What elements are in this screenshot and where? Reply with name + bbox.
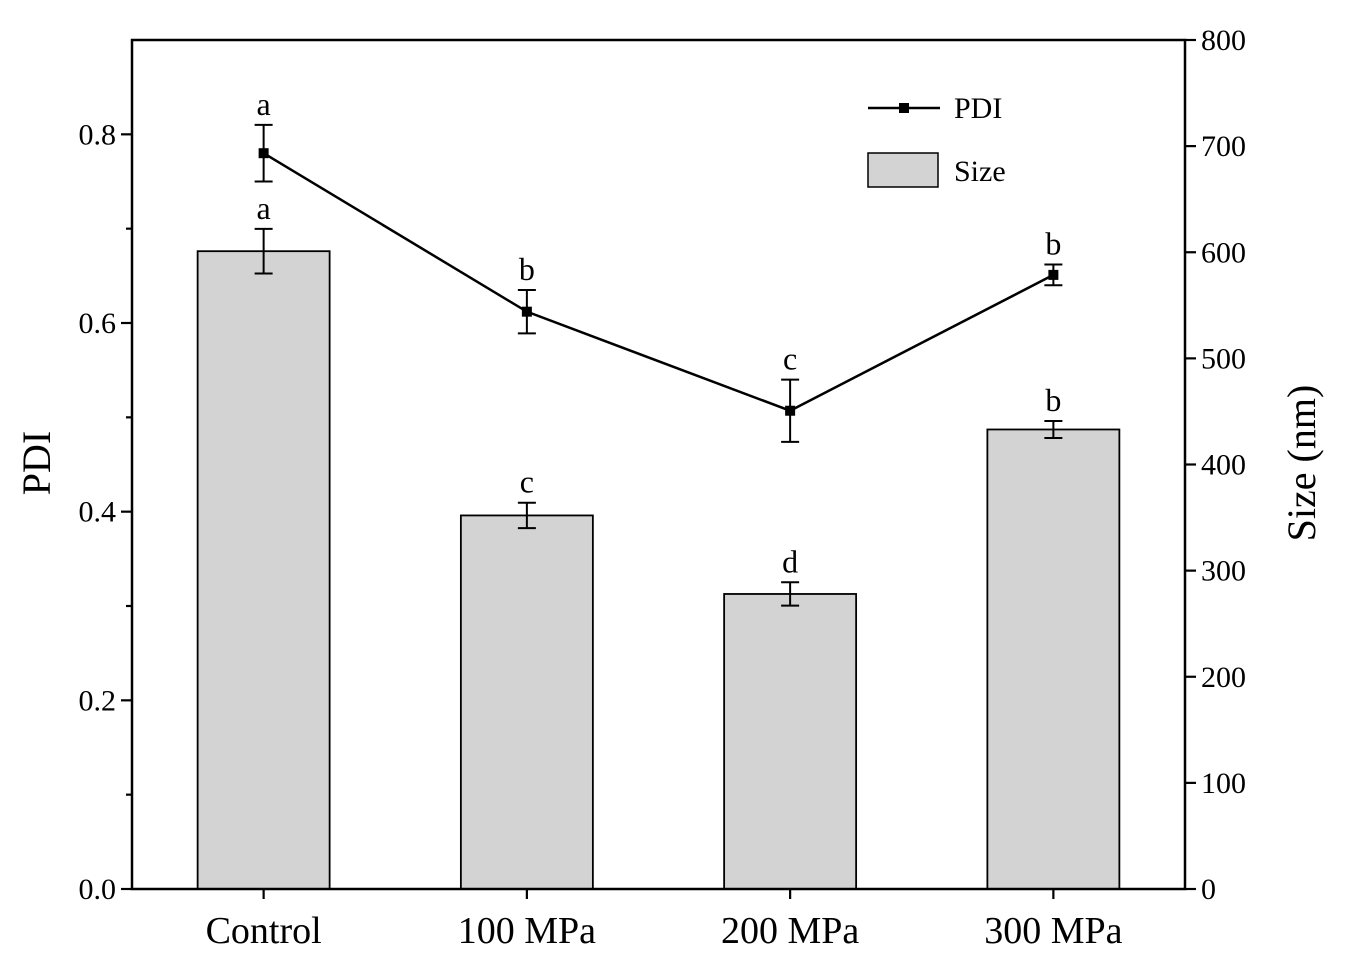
- pdi-point: [258, 148, 269, 159]
- left-axis-tick-label: 0.6: [79, 307, 117, 340]
- legend-size-swatch: [867, 152, 939, 188]
- left-axis-tick-label: 0.8: [79, 118, 117, 151]
- legend: PDI Size: [867, 92, 1006, 188]
- pdi-significance-letter: b: [1045, 226, 1061, 262]
- pdi-point: [1048, 269, 1059, 280]
- significance-letters: a c d b a b c b: [257, 86, 1062, 579]
- x-axis-category-label: 300 MPa: [984, 910, 1122, 952]
- left-axis: 0.0 0.2 0.4 0.6 0.8: [79, 118, 132, 906]
- size-significance-letter: b: [1045, 382, 1061, 418]
- size-bar: [723, 593, 858, 890]
- right-axis-tick-label: 300: [1201, 555, 1246, 588]
- x-axis-category-label: 200 MPa: [721, 910, 859, 952]
- size-significance-letter: c: [520, 464, 534, 500]
- pdi-point: [785, 405, 796, 416]
- right-axis: 0 100 200 300 400 500 600 700 800: [1185, 24, 1246, 906]
- right-axis-tick-label: 400: [1201, 449, 1246, 482]
- x-axis: Control 100 MPa 200 MPa 300 MPa: [206, 889, 1123, 952]
- pdi-significance-letter: c: [783, 341, 797, 377]
- x-axis-category-label: Control: [206, 910, 322, 952]
- right-axis-tick-label: 600: [1201, 236, 1246, 269]
- size-significance-letter: d: [782, 543, 798, 579]
- right-axis-tick-label: 200: [1201, 661, 1246, 694]
- left-axis-tick-label: 0.0: [79, 873, 117, 906]
- x-axis-category-label: 100 MPa: [458, 910, 596, 952]
- size-bar: [459, 514, 594, 890]
- right-axis-tick-label: 700: [1201, 130, 1246, 163]
- legend-size-label: Size: [954, 155, 1006, 188]
- size-significance-letter: a: [257, 190, 271, 226]
- right-axis-tick-label: 800: [1201, 24, 1246, 57]
- left-axis-title: PDI: [14, 431, 59, 495]
- right-axis-tick-label: 0: [1201, 873, 1216, 906]
- pdi-significance-letter: a: [257, 86, 271, 122]
- right-axis-tick-label: 100: [1201, 767, 1246, 800]
- left-axis-tick-label: 0.4: [79, 496, 117, 529]
- left-axis-tick-label: 0.2: [79, 684, 117, 717]
- pdi-line-series: [254, 123, 1063, 443]
- size-bar: [986, 428, 1121, 890]
- legend-pdi-label: PDI: [954, 92, 1002, 125]
- size-bar: [196, 250, 331, 890]
- pdi-significance-letter: b: [519, 251, 535, 287]
- right-axis-tick-label: 500: [1201, 342, 1246, 375]
- size-error-bars: [254, 227, 1063, 607]
- legend-pdi-marker: [899, 103, 909, 113]
- pdi-line: [262, 152, 1054, 413]
- right-axis-title: Size (nm): [1279, 385, 1324, 542]
- size-bars: [196, 250, 1121, 890]
- pdi-point: [521, 306, 532, 317]
